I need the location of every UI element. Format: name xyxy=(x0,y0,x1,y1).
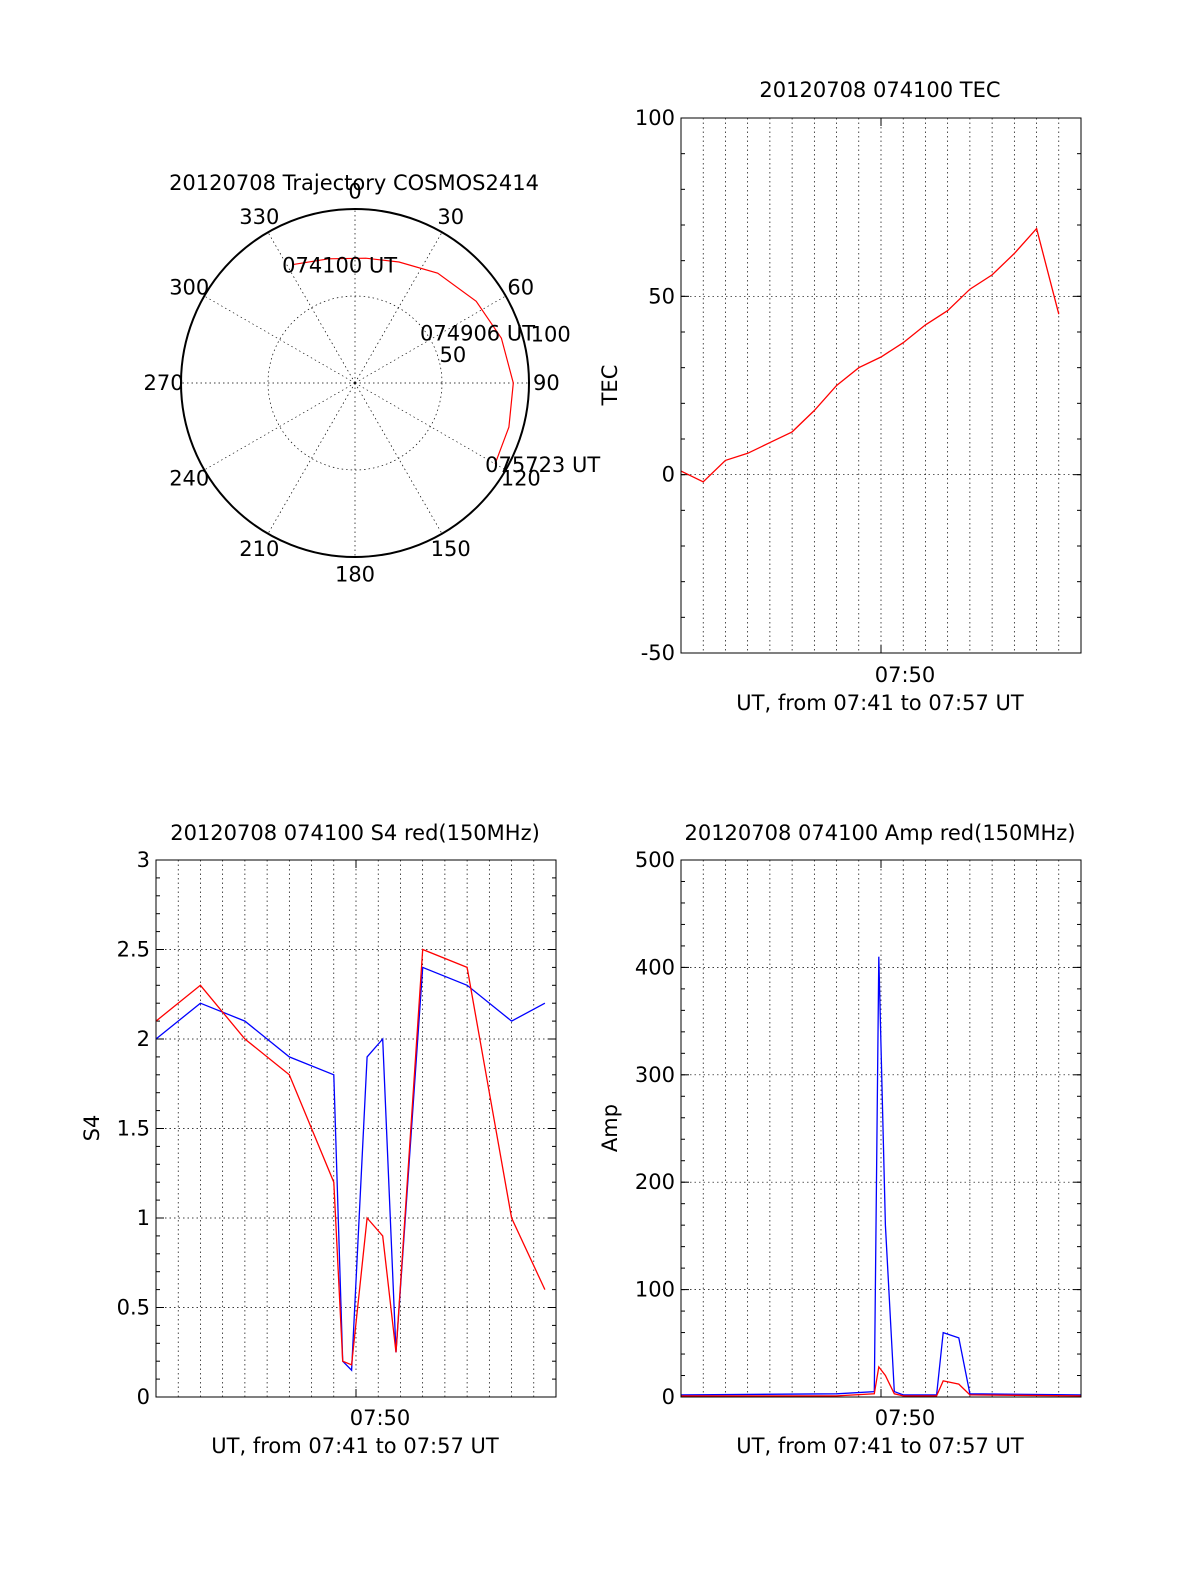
tec-y-tick-label: -50 xyxy=(641,641,675,665)
s4-y-tick-label: 1.5 xyxy=(117,1117,150,1141)
polar-azimuth-label: 90 xyxy=(533,371,560,395)
amp-y-tick-label: 400 xyxy=(635,955,675,979)
s4-title: 20120708 074100 S4 red(150MHz) xyxy=(170,821,540,845)
polar-title: 20120708 Trajectory COSMOS2414 xyxy=(169,171,539,195)
tec-y-tick-label: 50 xyxy=(648,284,675,308)
tec-plot-frame xyxy=(680,117,1082,654)
amp-x-axis-label: UT, from 07:41 to 07:57 UT xyxy=(736,1434,1024,1458)
polar-spoke-line xyxy=(204,382,356,471)
s4-plot-frame xyxy=(155,859,557,1398)
s4-y-tick-label: 0.5 xyxy=(117,1296,150,1320)
s4-y-tick-label: 2 xyxy=(137,1027,150,1051)
s4-y-tick-label: 3 xyxy=(137,848,150,872)
amp-x-tick-label: 07:50 xyxy=(875,1406,936,1430)
polar-time-annotation: 074100 UT xyxy=(282,254,397,278)
polar-azimuth-label: 240 xyxy=(169,467,209,491)
s4-x-axis-label: UT, from 07:41 to 07:57 UT xyxy=(211,1434,499,1458)
polar-azimuth-label: 210 xyxy=(239,537,279,561)
polar-azimuth-label: 150 xyxy=(431,537,471,561)
amp-series-line xyxy=(681,1365,1082,1397)
s4-y-tick-label: 0 xyxy=(137,1385,150,1409)
tec-x-axis-label: UT, from 07:41 to 07:57 UT xyxy=(736,691,1024,715)
tec-title: 20120708 074100 TEC xyxy=(759,78,1000,102)
polar-azimuth-label: 330 xyxy=(239,205,279,229)
polar-azimuth-label: 270 xyxy=(144,371,184,395)
polar-radial-label: 50 xyxy=(439,343,466,367)
amp-y-tick-label: 0 xyxy=(662,1385,675,1409)
amp-y-tick-label: 300 xyxy=(635,1063,675,1087)
polar-spoke-line xyxy=(204,295,356,384)
polar-azimuth-label: 30 xyxy=(437,205,464,229)
tec-y-tick-label: 0 xyxy=(662,463,675,487)
s4-y-axis-label: S4 xyxy=(80,1115,104,1142)
s4-x-tick-label: 07:50 xyxy=(350,1406,411,1430)
amp-plot: 20120708 074100 Amp red(150MHz) 07:50 UT… xyxy=(598,821,1082,1458)
polar-grid-circle xyxy=(267,295,443,471)
polar-time-annotation: 075723 UT xyxy=(485,453,600,477)
polar-time-annotation: 074906 UT xyxy=(420,321,535,345)
tec-plot: 20120708 074100 TEC 07:50 UT, from 07:41… xyxy=(598,78,1082,715)
tec-y-axis-label: TEC xyxy=(598,365,622,407)
polar-azimuth-label: 60 xyxy=(507,275,534,299)
amp-series-line xyxy=(680,956,1082,1396)
amp-y-axis-label: Amp xyxy=(598,1104,622,1152)
polar-track-line xyxy=(292,257,514,465)
s4-y-tick-label: 1 xyxy=(137,1206,150,1230)
tec-series-line xyxy=(680,227,1060,483)
amp-y-tick-label: 100 xyxy=(635,1278,675,1302)
tec-x-tick-label: 07:50 xyxy=(875,663,936,687)
tec-y-tick-label: 100 xyxy=(635,106,675,130)
polar-azimuth-label: 0 xyxy=(348,180,361,204)
polar-radial-label: 100 xyxy=(531,322,571,346)
polar-spoke-line xyxy=(267,382,356,534)
s4-series-line xyxy=(155,966,546,1372)
amp-y-tick-label: 500 xyxy=(635,848,675,872)
polar-trajectory-plot: 20120708 Trajectory COSMOS2414 0 30 60 90 12… xyxy=(144,171,601,586)
polar-outer-circle xyxy=(180,208,530,558)
s4-y-tick-label: 2.5 xyxy=(117,938,150,962)
polar-spoke-line xyxy=(267,232,356,384)
s4-plot: 20120708 074100 S4 red(150MHz) 07:50 UT,… xyxy=(80,821,557,1458)
amp-title: 20120708 074100 Amp red(150MHz) xyxy=(684,821,1075,845)
polar-azimuth-label: 180 xyxy=(335,562,375,586)
s4-series-line xyxy=(155,948,546,1366)
polar-azimuth-label: 120 xyxy=(501,467,541,491)
amp-plot-frame xyxy=(680,859,1082,1398)
polar-azimuth-label: 300 xyxy=(169,275,209,299)
amp-y-tick-label: 200 xyxy=(635,1170,675,1194)
